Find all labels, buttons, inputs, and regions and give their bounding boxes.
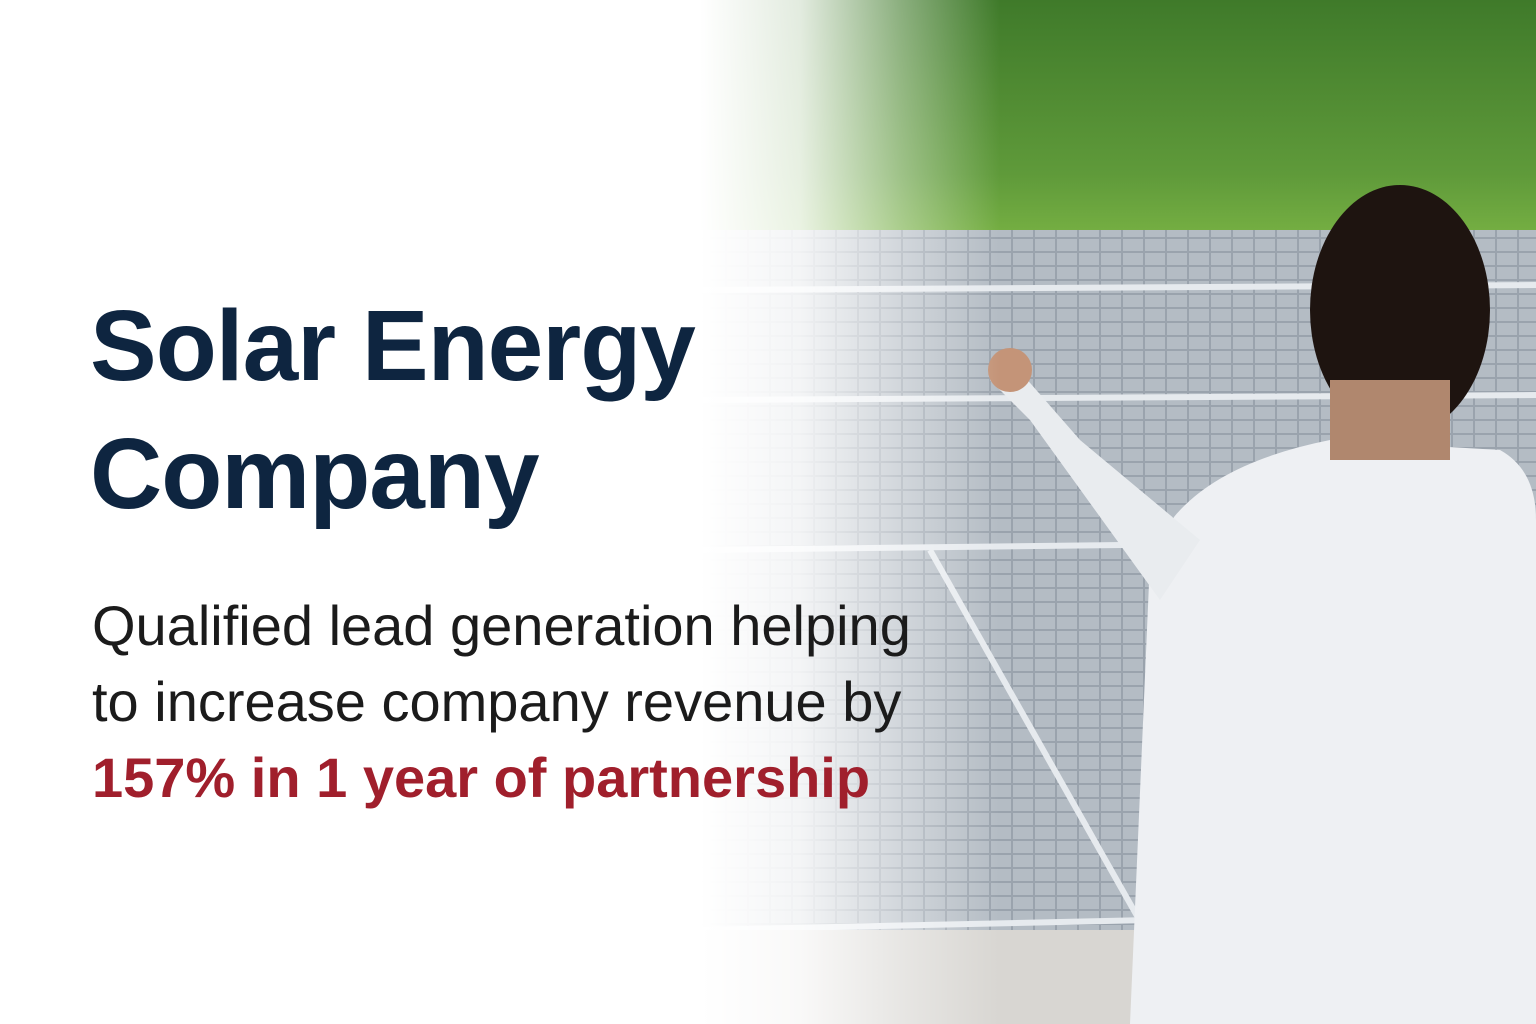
headline-line-1: Solar Energy	[90, 290, 696, 402]
description: Qualified lead generation helping to inc…	[92, 588, 932, 816]
description-highlight: 157% in 1 year of partnership	[92, 746, 871, 809]
description-text: Qualified lead generation helping to inc…	[92, 594, 911, 733]
headline-line-2: Company	[90, 418, 540, 530]
headline: Solar Energy Company	[90, 282, 696, 538]
